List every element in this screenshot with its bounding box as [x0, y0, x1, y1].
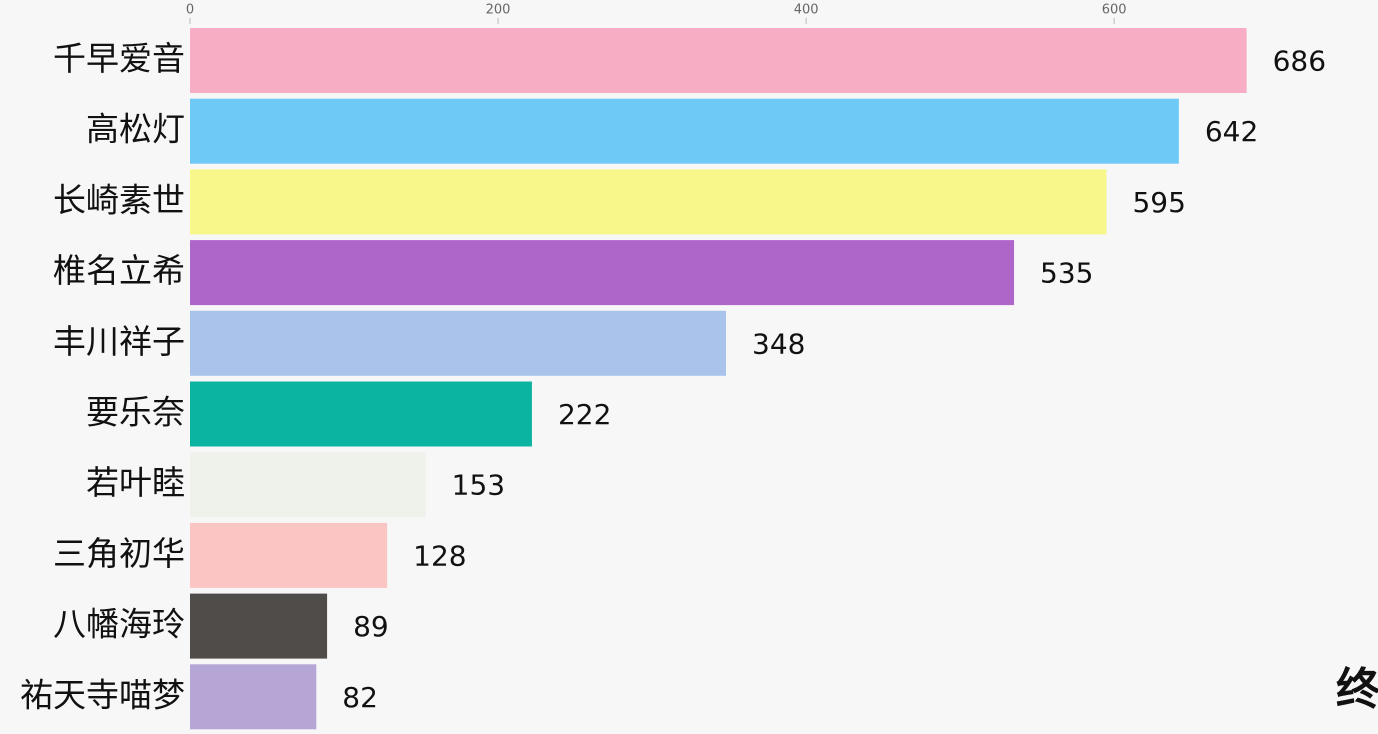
value-label: 595	[1132, 186, 1185, 219]
value-label: 348	[752, 327, 805, 360]
value-label: 89	[353, 610, 389, 643]
category-label: 八幡海玲	[53, 605, 185, 644]
bar	[190, 98, 1179, 164]
category-label: 长崎素世	[53, 180, 185, 219]
bar	[190, 381, 532, 447]
annotation: 终	[1336, 664, 1378, 715]
category-label: 丰川祥子	[53, 322, 185, 361]
value-label: 535	[1040, 257, 1093, 290]
bar	[190, 169, 1107, 235]
category-label: 千早爱音	[53, 39, 185, 78]
value-label: 82	[342, 681, 378, 714]
category-label: 要乐奈	[86, 393, 185, 432]
category-label: 椎名立希	[53, 251, 185, 290]
value-label: 128	[413, 539, 466, 572]
category-label: 三角初华	[53, 534, 185, 573]
bar	[190, 522, 388, 588]
bar	[190, 452, 426, 518]
value-label: 642	[1205, 115, 1258, 148]
category-label: 祐天寺喵梦	[20, 675, 185, 714]
bar	[190, 240, 1015, 306]
value-label: 686	[1273, 45, 1326, 78]
value-label: 222	[558, 398, 611, 431]
bar	[190, 28, 1247, 93]
bar	[190, 310, 727, 376]
bar	[190, 593, 328, 659]
value-label: 153	[452, 469, 505, 502]
category-label: 若叶睦	[86, 463, 185, 502]
category-label: 高松灯	[86, 110, 185, 149]
x-tick-label: 0	[186, 3, 194, 18]
bar	[190, 664, 317, 730]
x-tick-label: 600	[1102, 3, 1127, 18]
x-tick-label: 400	[794, 3, 819, 18]
x-tick-label: 200	[486, 3, 511, 18]
